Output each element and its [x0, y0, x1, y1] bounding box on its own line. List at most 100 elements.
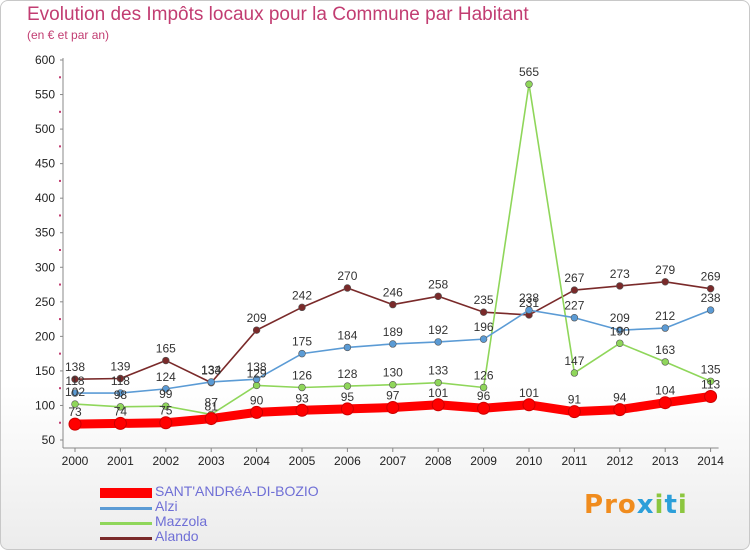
- data-label-3: 270: [337, 269, 357, 283]
- x-tick-label: 2000: [62, 454, 89, 468]
- y-minor-tick: [59, 421, 61, 424]
- series-point-1: [525, 306, 533, 314]
- series-point-1: [434, 338, 442, 346]
- x-tick-label: 2002: [152, 454, 179, 468]
- series-point-0: [567, 405, 581, 419]
- logo-letter: t: [664, 490, 678, 520]
- series-point-2: [661, 358, 669, 366]
- series-point-3: [71, 375, 79, 383]
- y-minor-tick: [59, 76, 61, 79]
- y-minor-tick: [59, 249, 61, 251]
- series-point-0: [68, 417, 82, 431]
- data-label-1: 189: [383, 325, 403, 339]
- series-point-1: [616, 326, 624, 334]
- y-minor-tick: [59, 110, 61, 113]
- series-point-2: [162, 402, 170, 410]
- data-label-3: 258: [428, 277, 448, 291]
- series-point-0: [613, 403, 627, 417]
- logo-letter: r: [604, 490, 618, 520]
- data-label-0: 101: [428, 386, 448, 400]
- x-tick-label: 2014: [697, 454, 724, 468]
- series-point-2: [343, 382, 352, 390]
- x-tick-label: 2012: [606, 454, 633, 468]
- data-label-3: 133: [201, 364, 221, 378]
- series-point-0: [204, 412, 218, 426]
- series-point-2: [479, 383, 488, 392]
- chart-subtitle: (en € et par an): [27, 28, 110, 42]
- data-label-2: 126: [474, 368, 494, 382]
- data-label-2: 126: [292, 368, 312, 382]
- y-tick-label: 400: [35, 191, 55, 205]
- series-point-1: [71, 389, 79, 397]
- series-point-2: [116, 403, 125, 411]
- series-point-1: [661, 324, 669, 332]
- series-point-1: [389, 340, 397, 348]
- y-minor-tick: [59, 179, 61, 182]
- data-label-2: 128: [337, 367, 357, 381]
- series-point-3: [479, 308, 488, 316]
- series-point-3: [343, 284, 352, 292]
- data-label-1: 134: [201, 363, 221, 377]
- series-point-0: [704, 389, 718, 403]
- data-label-3: 235: [474, 293, 494, 307]
- legend-swatch-alando: [100, 537, 152, 540]
- x-tick-label: 2004: [243, 454, 270, 468]
- series-point-1: [116, 389, 125, 397]
- data-label-2: 565: [519, 65, 539, 79]
- series-point-0: [113, 416, 127, 430]
- data-label-0: 94: [613, 391, 627, 405]
- data-label-0: 73: [68, 405, 82, 419]
- series-point-0: [431, 398, 445, 412]
- series-point-3: [162, 356, 170, 365]
- y-minor-tick: [59, 214, 61, 217]
- series-point-3: [389, 300, 397, 309]
- series-point-1: [479, 335, 488, 343]
- x-tick-label: 2001: [107, 454, 134, 468]
- y-minor-tick: [59, 387, 61, 390]
- series-point-1: [570, 314, 579, 322]
- series-point-1: [207, 378, 215, 386]
- x-tick-label: 2003: [198, 454, 225, 468]
- data-label-2: 99: [159, 387, 173, 401]
- series-point-2: [570, 369, 579, 377]
- data-label-2: 190: [610, 324, 630, 338]
- y-minor-tick: [59, 283, 61, 286]
- legend-label-alzi: Alzi: [155, 498, 178, 514]
- data-label-0: 95: [341, 390, 355, 404]
- series-point-2: [71, 400, 79, 408]
- series-point-0: [250, 405, 264, 419]
- series-point-0: [522, 398, 536, 412]
- series-point-0: [658, 396, 672, 410]
- y-tick-label: 200: [35, 329, 55, 343]
- data-label-3: 138: [65, 360, 85, 374]
- data-label-1: 209: [610, 311, 630, 325]
- logo-letter: i: [654, 490, 665, 520]
- series-point-2: [389, 381, 397, 389]
- y-tick-label: 550: [35, 88, 55, 102]
- data-label-0: 113: [701, 377, 720, 391]
- logo-letter: x: [636, 490, 655, 520]
- data-label-3: 279: [655, 263, 675, 277]
- y-tick-label: 150: [35, 364, 55, 378]
- data-label-1: 238: [519, 291, 539, 305]
- y-tick-label: 250: [35, 295, 55, 309]
- data-label-1: 124: [156, 370, 176, 384]
- series-point-2: [616, 339, 624, 347]
- y-tick-label: 350: [35, 226, 55, 240]
- data-label-1: 238: [701, 291, 721, 305]
- data-label-3: 209: [247, 311, 267, 325]
- logo-letter: P: [584, 490, 605, 520]
- data-label-1: 192: [428, 323, 448, 337]
- data-label-0: 93: [295, 391, 309, 405]
- data-label-2: 98: [114, 388, 128, 402]
- y-tick-label: 100: [35, 398, 55, 412]
- data-label-1: 175: [292, 335, 312, 349]
- data-label-2: 135: [701, 362, 721, 376]
- x-tick-label: 2009: [470, 454, 497, 468]
- y-minor-tick: [59, 318, 61, 321]
- x-tick-label: 2013: [652, 454, 679, 468]
- series-point-1: [343, 343, 352, 352]
- data-label-3: 269: [701, 270, 721, 284]
